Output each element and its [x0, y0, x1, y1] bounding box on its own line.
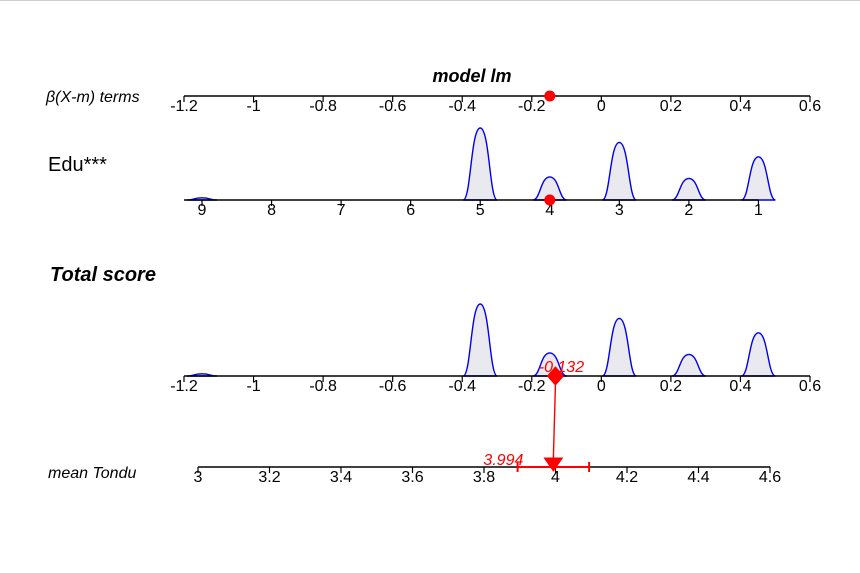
labels-layer: model lm β(X-m) terms Edu*** Total score…: [45, 66, 512, 482]
edu-density-peak: [462, 127, 498, 201]
highlight-layer: -0.132 3.994: [483, 90, 591, 472]
edu-density-peak: [601, 141, 638, 201]
edu-axis-tick-label: 1: [754, 202, 763, 219]
prediction-connector: [552, 384, 557, 460]
outcome-axis-tick-label: 3.2: [258, 469, 280, 486]
edu-axis-tick-label: 2: [684, 202, 693, 219]
total-axis-tick-label: -0.2: [518, 378, 546, 395]
total-axis-tick-label: -1: [246, 378, 260, 395]
total-density-peak: [741, 332, 776, 377]
beta-scale-tick-label: 0.2: [660, 98, 682, 115]
edu-selected-point: [544, 194, 556, 206]
total-axis-tick-label: -0.6: [379, 378, 407, 395]
beta-scale-tick-label: 0.4: [729, 98, 751, 115]
edu-density-peak: [741, 156, 776, 201]
axes-layer: -1.2 -1 -0.8 -0.6 -0.4 -0.2 0 0.2 0.4 0.6 9 8 7 6 5 4 3 2…: [170, 95, 821, 486]
outcome-axis-tick-label: 4: [551, 469, 560, 486]
total-score-marker: [546, 366, 565, 386]
edu-axis-tick-label: 5: [476, 202, 485, 219]
beta-scale-tick-label: 0: [597, 98, 606, 115]
outcome-axis-tick-label: 4.4: [687, 469, 709, 486]
edu-density-peak: [671, 177, 707, 201]
edu-density-peak: [532, 176, 568, 201]
beta-scale-tick-label: -1: [246, 98, 260, 115]
total-axis-tick-label: 0.4: [729, 378, 751, 395]
beta-scale-tick-label: -0.4: [448, 98, 476, 115]
total-axis-tick-label: 0: [597, 378, 606, 395]
edu-axis-tick-label: 9: [198, 202, 207, 219]
total-axis-tick-label: -0.4: [448, 378, 476, 395]
beta-scale-tick-label: 0.6: [799, 98, 821, 115]
edu-label: Edu***: [48, 154, 107, 176]
total-axis-tick-label: 0.2: [660, 378, 682, 395]
total-score-value: -0.132: [539, 359, 584, 376]
edu-axis-tick-label: 4: [545, 202, 554, 219]
prediction-marker: [543, 457, 564, 472]
total-axis-tick-label: -1.2: [170, 378, 198, 395]
total-score-label: Total score: [50, 264, 156, 286]
outcome-label: mean Tondu: [48, 465, 136, 482]
prediction-value: 3.994: [483, 452, 523, 469]
outcome-axis-tick-label: 4.6: [759, 469, 781, 486]
edu-axis-tick-label: 8: [267, 202, 276, 219]
edu-axis-tick-label: 7: [337, 202, 346, 219]
scale-label: β(X-m) terms: [45, 89, 140, 106]
beta-scale-tick-label: -1.2: [170, 98, 198, 115]
density-layer: [186, 127, 776, 377]
outcome-axis-tick-label: 4.2: [616, 469, 638, 486]
beta-scale-tick-label: -0.8: [309, 98, 337, 115]
chart-title: model lm: [432, 66, 511, 86]
total-density-peak: [601, 317, 638, 377]
edu-axis-tick-label: 6: [406, 202, 415, 219]
beta-scale-tick-label: -0.2: [518, 98, 546, 115]
outcome-axis-tick-label: 3.6: [401, 469, 423, 486]
edu-axis-tick-label: 3: [615, 202, 624, 219]
total-density-peak: [462, 303, 498, 377]
outcome-axis-tick-label: 3: [194, 469, 203, 486]
total-axis-tick-label: -0.8: [309, 378, 337, 395]
beta-scale-tick-label: -0.6: [379, 98, 407, 115]
total-density-peak: [671, 353, 707, 377]
total-axis-tick-label: 0.6: [799, 378, 821, 395]
outcome-axis-tick-label: 3.4: [330, 469, 352, 486]
beta-selected-point: [544, 90, 556, 102]
outcome-axis-tick-label: 3.8: [473, 469, 495, 486]
